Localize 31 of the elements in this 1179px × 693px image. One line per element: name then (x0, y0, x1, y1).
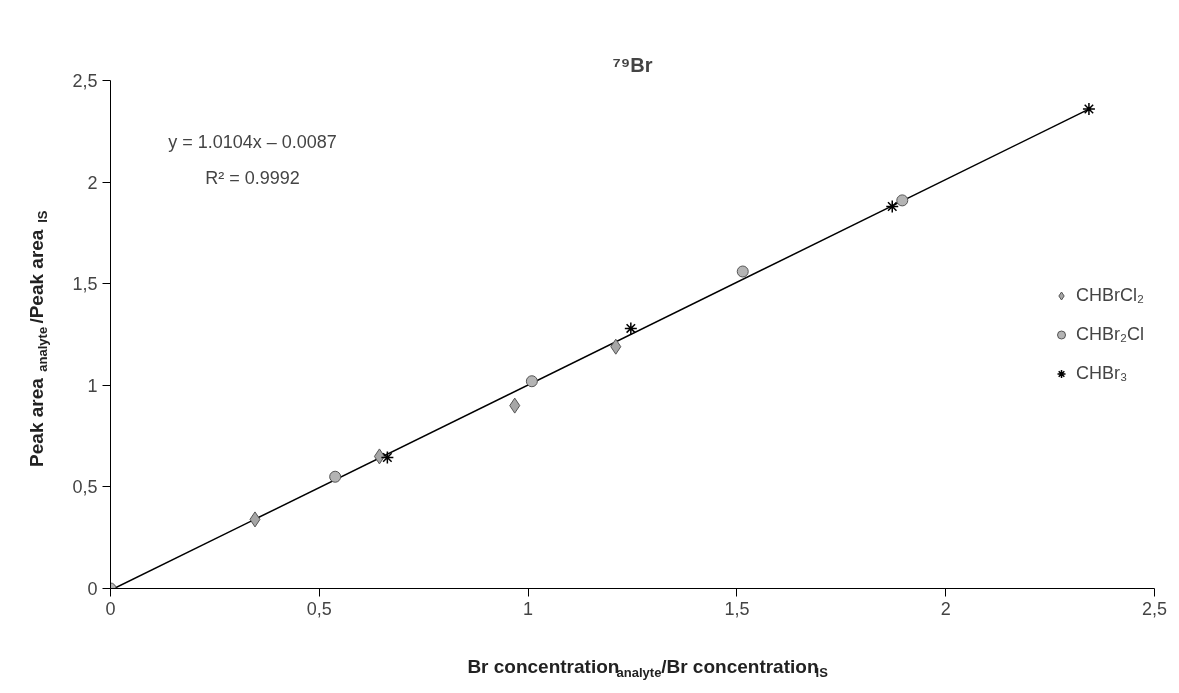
x-tick-label: 1 (523, 598, 534, 619)
y-tick-label: 2 (87, 172, 98, 193)
point (885, 199, 899, 214)
x-tick-label: 2 (940, 598, 951, 619)
point (373, 448, 385, 465)
point (380, 450, 395, 465)
point (1082, 102, 1096, 116)
point (249, 511, 261, 528)
point (624, 321, 638, 336)
x-tick-label: 1,5 (724, 598, 750, 619)
legend-label: CHBr₃ (1076, 362, 1128, 384)
point (896, 194, 909, 207)
annotation: y = 1.0104x – 0.0087 (168, 131, 337, 152)
point (329, 470, 342, 483)
point (525, 375, 538, 388)
y-tick-label: 1 (87, 375, 98, 396)
legend-label: CHBr₂Cl (1076, 323, 1144, 345)
point (509, 397, 521, 414)
y-tick-label: 2,5 (72, 71, 98, 91)
y-tick-label: 0,5 (72, 477, 98, 498)
annotation: R² = 0.9992 (205, 168, 300, 189)
legend-label: CHBrCl₂ (1076, 284, 1144, 306)
point (610, 338, 622, 355)
chart-title: ⁷⁹Br (612, 53, 653, 76)
x-tick-label: 0 (105, 598, 116, 619)
y-tick-label: 1,5 (72, 274, 98, 295)
x-tick-label: 0,5 (306, 598, 332, 619)
y-axis-title: Peak areaanalyte/Peak areaIS (26, 210, 50, 467)
y-tick-label: 0 (87, 579, 98, 599)
x-tick-label: 2,5 (1141, 598, 1168, 619)
point (736, 265, 749, 278)
